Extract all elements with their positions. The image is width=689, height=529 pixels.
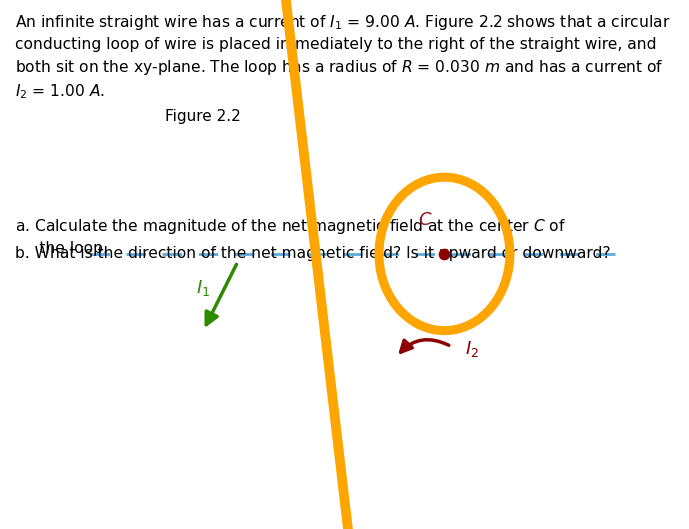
Text: b. What is the direction of the net magnetic field? Is it upward or downward?: b. What is the direction of the net magn… <box>15 246 610 261</box>
Text: $I_1$: $I_1$ <box>196 278 210 298</box>
Text: $C$: $C$ <box>418 211 433 229</box>
Text: Figure 2.2: Figure 2.2 <box>165 109 241 124</box>
Text: An infinite straight wire has a current of $I_1$ = 9.00 $A$. Figure 2.2 shows th: An infinite straight wire has a current … <box>15 13 670 101</box>
Text: $I_2$: $I_2$ <box>465 339 479 359</box>
Point <box>439 250 450 258</box>
Text: a. Calculate the magnitude of the net magnetic field at the center $C$ of
     t: a. Calculate the magnitude of the net ma… <box>15 217 566 256</box>
